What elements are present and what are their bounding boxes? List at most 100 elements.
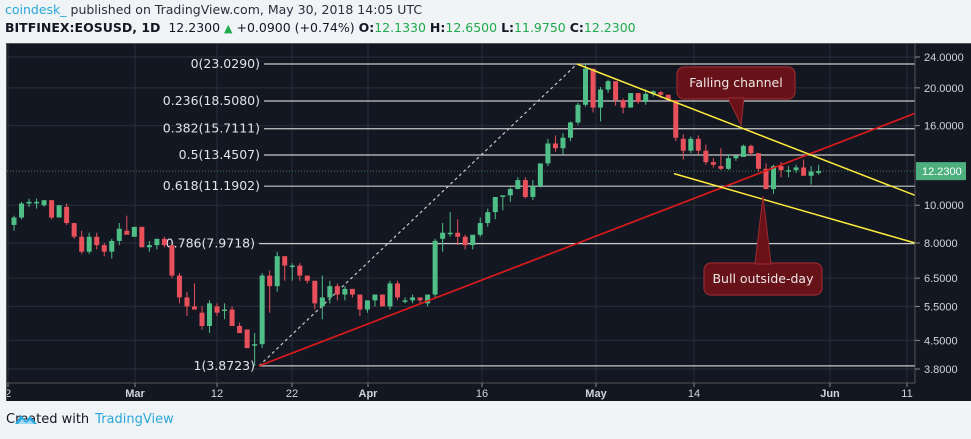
y-axis-tick-label: 3.8000 [924,364,958,376]
candle [109,240,115,252]
fib-level-label: 0.5(13.4507) [179,147,260,162]
last-price: 12.2300 [168,20,221,35]
annotation-callout[interactable]: Bull outside-day [703,195,823,296]
candle [207,303,213,326]
candle [808,171,814,176]
x-axis-tick-label: 14 [688,388,700,400]
candle [282,256,288,266]
candle [222,309,228,312]
x-axis-tick-label: Mar [125,388,145,400]
published-text: published on TradingView.com, May 30, 20… [66,2,423,17]
publisher-link[interactable]: coindesk_ [5,2,67,17]
fib-level-label: 0.382(15.7111) [163,121,260,136]
close-value: 12.2300 [583,20,636,35]
candle [259,275,265,345]
tradingview-link[interactable]: TradingView [95,412,174,427]
annotation-text: Falling channel [689,75,782,90]
candle [34,201,40,204]
candle [304,275,310,281]
y-axis-tick-label: 4.5000 [924,335,958,347]
symbol-label: BITFINEX:EOSUSD, 1D [5,20,161,35]
candle [237,325,243,334]
candle [605,81,611,90]
candle [447,232,453,235]
candle [425,294,431,304]
last-price-tag [916,162,966,181]
candle [86,236,92,252]
price-change: +0.0900 (+0.74%) [236,20,355,35]
candle [583,68,589,105]
candle [718,166,724,169]
candle [342,288,348,295]
rising-trendline[interactable] [258,112,916,367]
candle [56,205,62,218]
candle [492,196,498,213]
candle [131,226,137,237]
candle [199,312,205,326]
y-axis-tick-label: 24.0000 [924,52,964,64]
candle [613,81,619,101]
tradingview-logo-icon[interactable] [14,412,38,426]
candle [139,226,145,248]
candle [440,232,446,239]
x-axis-tick-label: 2 [7,388,11,400]
candle [410,297,416,301]
candle [801,167,807,176]
candle [485,212,491,224]
symbol-info: BITFINEX:EOSUSD, 1D 12.2300 ▲ +0.0900 (+… [5,20,636,35]
candle [688,138,694,151]
chart-panel[interactable]: 0(23.0290) 0.236(18.5080) 0.382(15.7111) 0.… [6,43,971,401]
up-triangle-icon: ▲ [224,22,233,35]
candle [507,189,513,196]
candle [567,122,573,138]
high-label: H: [429,20,446,35]
annotation-callout[interactable]: Falling channel [676,66,796,127]
candle [680,138,686,151]
channel-lower-line[interactable] [673,172,916,244]
x-axis-tick-label: 22 [286,388,298,400]
candle [635,93,641,102]
channel-upper-line[interactable] [576,63,916,197]
candle [395,283,401,298]
candle [575,104,581,123]
candle [560,137,566,149]
candle [628,93,634,108]
candle [432,240,438,295]
candle [658,92,664,95]
candle [552,143,558,149]
candle [710,162,716,165]
candle [703,150,709,163]
x-axis-tick-label: Jun [820,388,840,400]
candle [116,228,122,241]
candle [816,171,822,173]
x-axis-tick-label: Apr [359,388,379,400]
candle [515,180,521,190]
y-axis-tick-label: 20.0000 [924,83,964,95]
candle [755,153,761,169]
y-axis-tick-label: 5.5000 [924,301,958,313]
candle [748,145,754,154]
fib-level-label: 0.236(18.5080) [163,93,260,108]
candlestick-chart[interactable]: 0(23.0290) 0.236(18.5080) 0.382(15.7111) 0.… [7,44,971,402]
open-label: O: [358,20,375,35]
candle [530,186,536,197]
candle [643,93,649,102]
candle [79,236,85,252]
annotation-text: Bull outside-day [712,271,814,286]
candle [740,145,746,157]
candle [169,245,175,276]
candle [184,297,190,307]
candle [462,236,468,246]
fib-level-label: 0.786(7.9718) [166,236,255,251]
y-axis-tick-label: 8.0000 [924,238,958,250]
candle [620,100,626,108]
publish-info: coindesk_ published on TradingView.com, … [5,2,422,17]
candle [695,138,701,151]
candle [522,180,528,197]
candle [402,300,408,302]
candle [11,217,17,225]
candle [289,265,295,268]
y-axis-tick-label: 10.0000 [924,200,964,212]
candle [387,283,393,307]
candle [252,344,258,346]
